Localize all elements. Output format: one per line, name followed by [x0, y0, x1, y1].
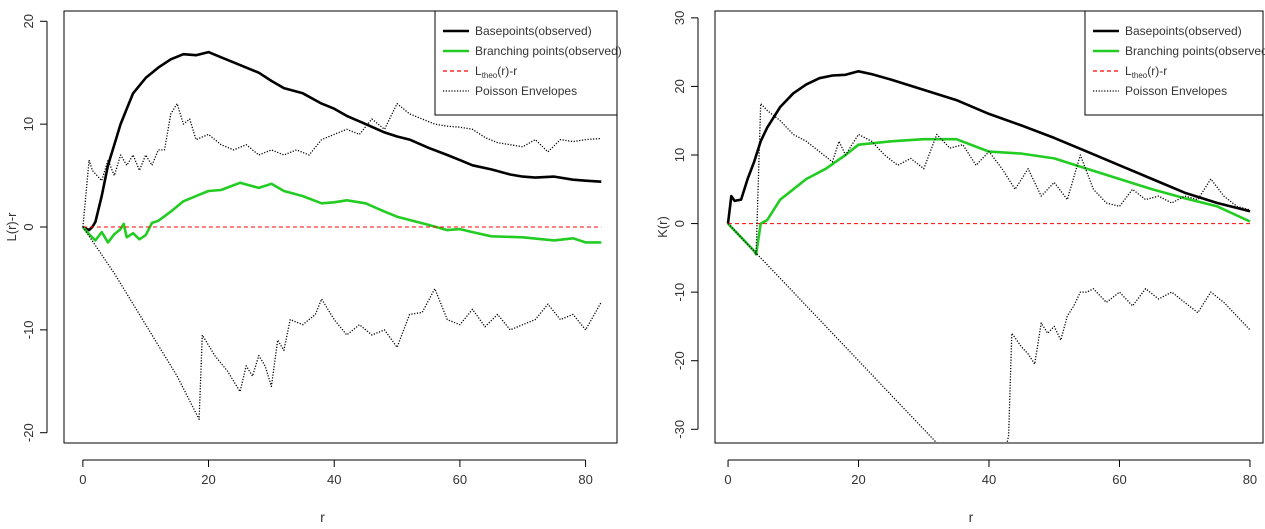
- legend: Basepoints(observed) Branching points(obs…: [1084, 10, 1265, 116]
- right-chart-panel: 0 20 40 60 80 r -30 -20 -10 0 10 20 30 K(r) Basepoints…: [655, 10, 1265, 525]
- y-tick-label: -20: [672, 351, 687, 370]
- y-axis-label: L(r)-r: [4, 212, 19, 242]
- series-line-1: [727, 137, 1251, 256]
- y-tick-label: 10: [21, 117, 36, 131]
- x-tick-label: 80: [1243, 472, 1257, 487]
- plot-area: [726, 70, 1251, 443]
- y-tick-label: -10: [672, 283, 687, 302]
- legend-label: Branching points(observed): [475, 44, 622, 58]
- y-tick-label: 30: [672, 11, 687, 25]
- legend: Basepoints(observed) Branching points(obs…: [434, 10, 622, 116]
- left-chart-panel: 0 20 40 60 80 r -20 -10 0 10 20 L(r)-r Basepoints(ob…: [4, 10, 622, 525]
- x-axis-label: r: [320, 509, 325, 525]
- series-line-3: [82, 102, 602, 228]
- series-line-1: [81, 181, 602, 244]
- x-tick-label: 40: [327, 472, 341, 487]
- x-tick-label: 60: [1112, 472, 1126, 487]
- y-tick-label: 10: [672, 148, 687, 162]
- legend-label: Ltheo(r)-r: [475, 64, 517, 80]
- legend-label: Poisson Envelopes: [1125, 84, 1227, 98]
- legend-label: Basepoints(observed): [1125, 24, 1242, 38]
- x-tick-label: 40: [982, 472, 996, 487]
- series-line-3: [755, 102, 1251, 255]
- y-tick-label: 0: [672, 220, 687, 227]
- legend-label: Poisson Envelopes: [475, 84, 577, 98]
- legend-box: [434, 10, 618, 116]
- y-tick-label: -30: [672, 420, 687, 439]
- legend-label: Ltheo(r)-r: [1125, 64, 1167, 80]
- series-line-0: [726, 70, 1251, 224]
- plot-frame: [63, 10, 618, 444]
- x-tick-label: 80: [578, 472, 592, 487]
- y-tick-label: -10: [21, 320, 36, 339]
- x-tick-label: 20: [851, 472, 865, 487]
- x-tick-label: 0: [724, 472, 731, 487]
- legend-label: Branching points(observed): [1125, 44, 1265, 58]
- x-tick-label: 0: [79, 472, 86, 487]
- series-line-4: [727, 223, 938, 443]
- y-tick-label: 0: [21, 223, 36, 230]
- y-axis-label: K(r): [655, 216, 670, 238]
- x-tick-label: 60: [453, 472, 467, 487]
- plot-frame: [714, 10, 1264, 444]
- series-line-4: [82, 226, 602, 420]
- x-tick-label: 20: [201, 472, 215, 487]
- plot-area: [81, 50, 602, 420]
- y-tick-label: -20: [21, 423, 36, 442]
- series-line-5: [1006, 288, 1251, 443]
- y-tick-label: 20: [672, 79, 687, 93]
- x-axis-label: r: [969, 509, 974, 525]
- series-line-0: [82, 50, 602, 232]
- y-tick-label: 20: [21, 14, 36, 28]
- legend-label: Basepoints(observed): [475, 24, 592, 38]
- legend-box: [1084, 10, 1264, 116]
